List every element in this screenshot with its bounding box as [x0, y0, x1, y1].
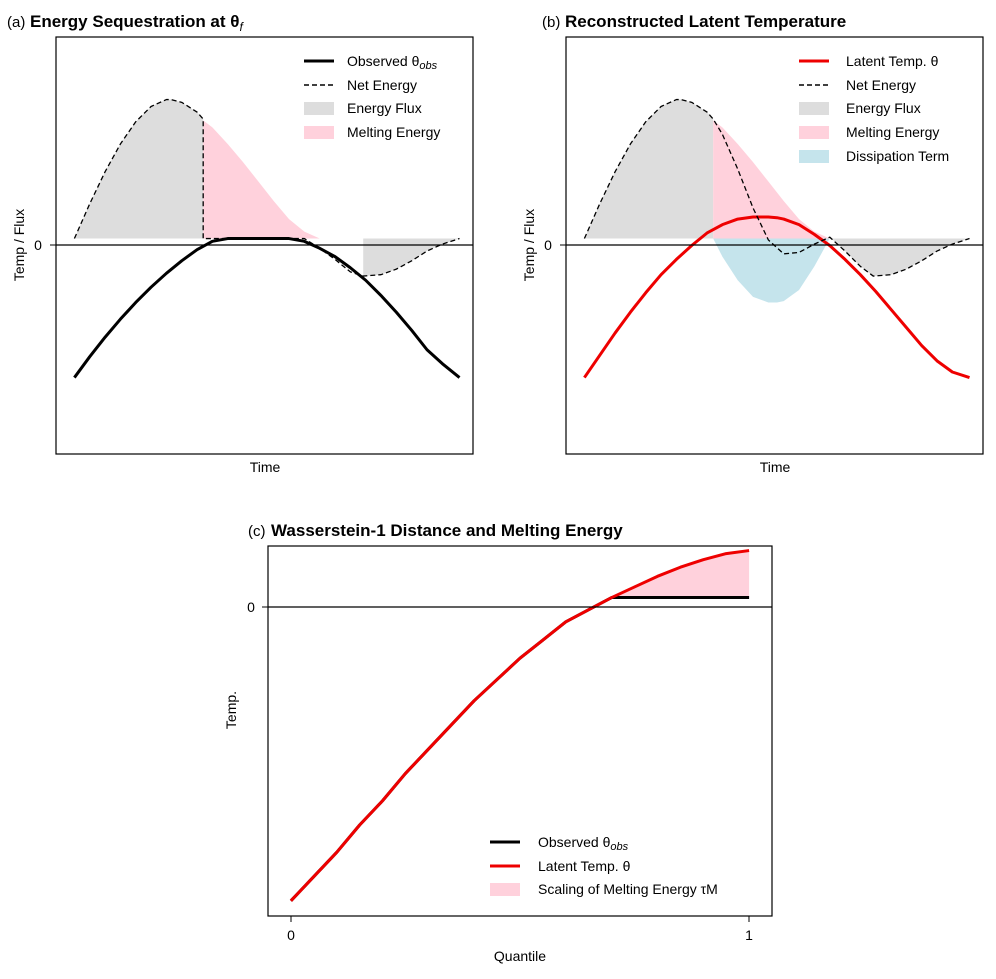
- fill-melting-energy-2: [713, 120, 830, 239]
- legend-item: Dissipation Term: [799, 148, 949, 164]
- series-latent-temp-line: [583, 215, 970, 379]
- legend-label: Net Energy: [846, 77, 916, 93]
- legend-swatch-pink: [490, 883, 520, 896]
- panel-c-fills: [611, 550, 750, 598]
- legend-label: Dissipation Term: [846, 148, 949, 164]
- panel-b-ylabel: Temp / Flux: [521, 209, 537, 281]
- panel-a-series: [73, 98, 461, 379]
- panel-b-label: (b): [542, 14, 560, 31]
- panel-c: (c) Wasserstein-1 Distance and Melting E…: [223, 521, 773, 964]
- legend-item: Observed θobs: [490, 834, 629, 853]
- panel-b-ytick-label: 0: [544, 237, 552, 253]
- panel-b-series: [583, 98, 970, 379]
- panel-c-title: Wasserstein-1 Distance and Melting Energ…: [271, 521, 623, 540]
- fill-energy-flux-1: [363, 238, 460, 277]
- series-latent-temp-line: [289, 549, 750, 902]
- legend-item: Net Energy: [799, 77, 916, 93]
- legend-label: Latent Temp. θ: [846, 53, 939, 69]
- panel-a-ytick-label: 0: [34, 237, 42, 253]
- legend-swatch-blue: [799, 150, 829, 163]
- panel-c-xtick-label-1: 1: [745, 927, 753, 943]
- series-observed-obs-line: [289, 596, 750, 902]
- legend-label: Net Energy: [347, 77, 417, 93]
- fill-energy-flux-0: [74, 99, 204, 239]
- legend-label: Melting Energy: [347, 124, 440, 140]
- panel-c-xlabel: Quantile: [494, 948, 546, 964]
- legend-label: Energy Flux: [347, 100, 422, 116]
- legend-label: Observed θobs: [347, 53, 438, 72]
- legend-item: Net Energy: [304, 77, 417, 93]
- panel-a-fills: [74, 99, 460, 277]
- panel-b-title: Reconstructed Latent Temperature: [565, 12, 846, 31]
- panel-a-xlabel: Time: [250, 459, 281, 475]
- panel-b: (b) Reconstructed Latent Temperature 0 T…: [521, 12, 984, 475]
- panel-c-ylabel: Temp.: [223, 691, 239, 729]
- panel-c-xtick-label-0: 0: [287, 927, 295, 943]
- panel-a: (a) Energy Sequestration at θf 0 Time Te…: [7, 12, 474, 475]
- legend-label: Scaling of Melting Energy τM: [538, 881, 718, 897]
- fill-energy-flux-1: [829, 237, 970, 277]
- legend-item: Latent Temp. θ: [490, 858, 631, 874]
- legend-item: Melting Energy: [304, 124, 440, 140]
- fill-energy-flux-0: [584, 99, 714, 239]
- fill-dissipation-term-3: [713, 238, 830, 303]
- fill-melting-energy-2: [203, 120, 320, 239]
- legend-item: Energy Flux: [304, 100, 422, 116]
- panel-c-label: (c): [248, 523, 266, 540]
- legend-label: Observed θobs: [538, 834, 629, 853]
- legend-item: Observed θobs: [304, 53, 438, 72]
- legend-item: Scaling of Melting Energy τM: [490, 881, 718, 897]
- panel-a-title: Energy Sequestration at θf: [30, 12, 244, 34]
- fill-scaling-of-melting-energy-m-0: [611, 550, 750, 598]
- panel-b-xlabel: Time: [760, 459, 791, 475]
- panel-a-label: (a): [7, 14, 25, 31]
- legend-label: Energy Flux: [846, 100, 921, 116]
- panel-c-series: [289, 549, 750, 902]
- legend-item: Latent Temp. θ: [799, 53, 939, 69]
- panel-a-ylabel: Temp / Flux: [11, 209, 27, 281]
- panel-c-legend: Observed θobs Latent Temp. θ Scaling of …: [490, 834, 718, 897]
- series-net-energy-line: [73, 98, 460, 277]
- legend-label: Latent Temp. θ: [538, 858, 631, 874]
- panel-c-frame: [267, 545, 773, 917]
- legend-swatch-gray: [799, 102, 829, 115]
- panel-a-legend: Observed θobs Net Energy Energy Flux Mel…: [304, 53, 440, 140]
- series-net-energy-line: [583, 98, 970, 277]
- legend-swatch-pink: [799, 126, 829, 139]
- legend-swatch-pink: [304, 126, 334, 139]
- legend-item: Energy Flux: [799, 100, 921, 116]
- panel-b-legend: Latent Temp. θ Net Energy Energy Flux Me…: [799, 53, 949, 164]
- panel-c-ytick-label: 0: [247, 599, 255, 615]
- panel-b-fills: [584, 99, 970, 303]
- legend-item: Melting Energy: [799, 124, 939, 140]
- legend-label: Melting Energy: [846, 124, 939, 140]
- legend-swatch-gray: [304, 102, 334, 115]
